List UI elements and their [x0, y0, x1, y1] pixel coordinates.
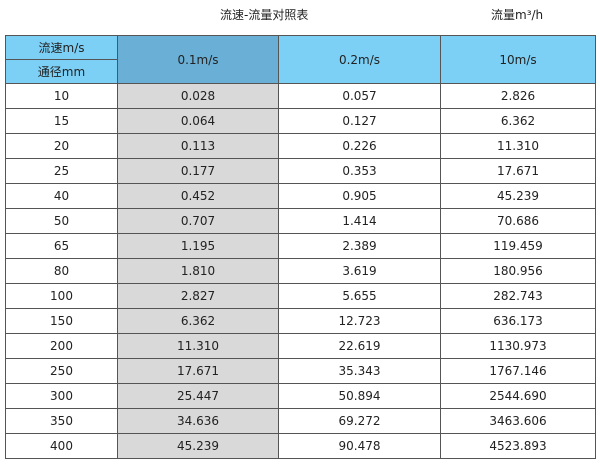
flow-cell: 5.655 [278, 283, 441, 309]
flow-cell: 1.414 [278, 208, 441, 234]
flow-cell: 69.272 [278, 408, 441, 434]
diameter-cell: 250 [5, 358, 118, 384]
table-row: 150 6.362 12.723 636.173 [5, 308, 596, 334]
flow-cell: 45.239 [117, 433, 279, 459]
diameter-cell: 10 [5, 83, 118, 109]
flow-cell: 0.127 [278, 108, 441, 134]
diameter-cell: 65 [5, 233, 118, 259]
flow-cell: 90.478 [278, 433, 441, 459]
flow-cell: 3463.606 [440, 408, 596, 434]
flow-cell: 0.905 [278, 183, 441, 209]
unit-label: 流量m³/h [491, 8, 544, 22]
flow-cell: 282.743 [440, 283, 596, 309]
table-row: 40 0.452 0.905 45.239 [5, 183, 596, 209]
diameter-cell: 40 [5, 183, 118, 209]
diameter-cell: 80 [5, 258, 118, 284]
flow-cell: 180.956 [440, 258, 596, 284]
table-row: 100 2.827 5.655 282.743 [5, 283, 596, 309]
table-row: 10 0.028 0.057 2.826 [5, 83, 596, 109]
diameter-header: 通径mm [5, 59, 118, 84]
diameter-cell: 50 [5, 208, 118, 234]
flow-cell: 12.723 [278, 308, 441, 334]
flow-cell: 0.353 [278, 158, 441, 184]
velocity-header: 流速m/s [5, 35, 118, 60]
diameter-cell: 200 [5, 333, 118, 359]
flow-cell: 17.671 [440, 158, 596, 184]
flow-cell: 2544.690 [440, 383, 596, 409]
flow-cell: 11.310 [440, 133, 596, 159]
flow-cell: 6.362 [440, 108, 596, 134]
diameter-cell: 300 [5, 383, 118, 409]
flow-cell: 0.707 [117, 208, 279, 234]
flow-cell: 6.362 [117, 308, 279, 334]
table-row: 350 34.636 69.272 3463.606 [5, 408, 596, 434]
diameter-cell: 100 [5, 283, 118, 309]
flow-table: 流速m/s 0.1m/s 0.2m/s 10m/s 通径mm 10 0.028 0.… [5, 35, 596, 459]
flow-cell: 34.636 [117, 408, 279, 434]
flow-cell: 35.343 [278, 358, 441, 384]
table-row: 300 25.447 50.894 2544.690 [5, 383, 596, 409]
flow-cell: 636.173 [440, 308, 596, 334]
table-row: 400 45.239 90.478 4523.893 [5, 433, 596, 459]
flow-cell: 0.028 [117, 83, 279, 109]
flow-cell: 1130.973 [440, 333, 596, 359]
flow-cell: 1.195 [117, 233, 279, 259]
diameter-cell: 20 [5, 133, 118, 159]
flow-cell: 3.619 [278, 258, 441, 284]
table-row: 25 0.177 0.353 17.671 [5, 158, 596, 184]
flow-cell: 0.057 [278, 83, 441, 109]
table-title: 流速-流量对照表 [220, 8, 309, 22]
flow-cell: 11.310 [117, 333, 279, 359]
flow-cell: 70.686 [440, 208, 596, 234]
table-row: 15 0.064 0.127 6.362 [5, 108, 596, 134]
flow-cell: 2.389 [278, 233, 441, 259]
flow-cell: 2.826 [440, 83, 596, 109]
diameter-cell: 400 [5, 433, 118, 459]
column-header: 10m/s [440, 35, 596, 84]
table-row: 50 0.707 1.414 70.686 [5, 208, 596, 234]
diameter-cell: 350 [5, 408, 118, 434]
flow-cell: 2.827 [117, 283, 279, 309]
flow-cell: 22.619 [278, 333, 441, 359]
flow-cell: 4523.893 [440, 433, 596, 459]
flow-cell: 0.113 [117, 133, 279, 159]
diameter-cell: 25 [5, 158, 118, 184]
flow-cell: 0.226 [278, 133, 441, 159]
table-row: 65 1.195 2.389 119.459 [5, 233, 596, 259]
table-row: 80 1.810 3.619 180.956 [5, 258, 596, 284]
table-row: 200 11.310 22.619 1130.973 [5, 333, 596, 359]
table-row: 20 0.113 0.226 11.310 [5, 133, 596, 159]
column-header: 0.2m/s [278, 35, 441, 84]
table-row: 250 17.671 35.343 1767.146 [5, 358, 596, 384]
flow-cell: 1767.146 [440, 358, 596, 384]
flow-cell: 25.447 [117, 383, 279, 409]
diameter-cell: 15 [5, 108, 118, 134]
flow-cell: 50.894 [278, 383, 441, 409]
flow-cell: 1.810 [117, 258, 279, 284]
flow-cell: 0.452 [117, 183, 279, 209]
flow-cell: 0.177 [117, 158, 279, 184]
flow-cell: 0.064 [117, 108, 279, 134]
column-header: 0.1m/s [117, 35, 279, 84]
flow-cell: 45.239 [440, 183, 596, 209]
flow-cell: 119.459 [440, 233, 596, 259]
flow-cell: 17.671 [117, 358, 279, 384]
diameter-cell: 150 [5, 308, 118, 334]
